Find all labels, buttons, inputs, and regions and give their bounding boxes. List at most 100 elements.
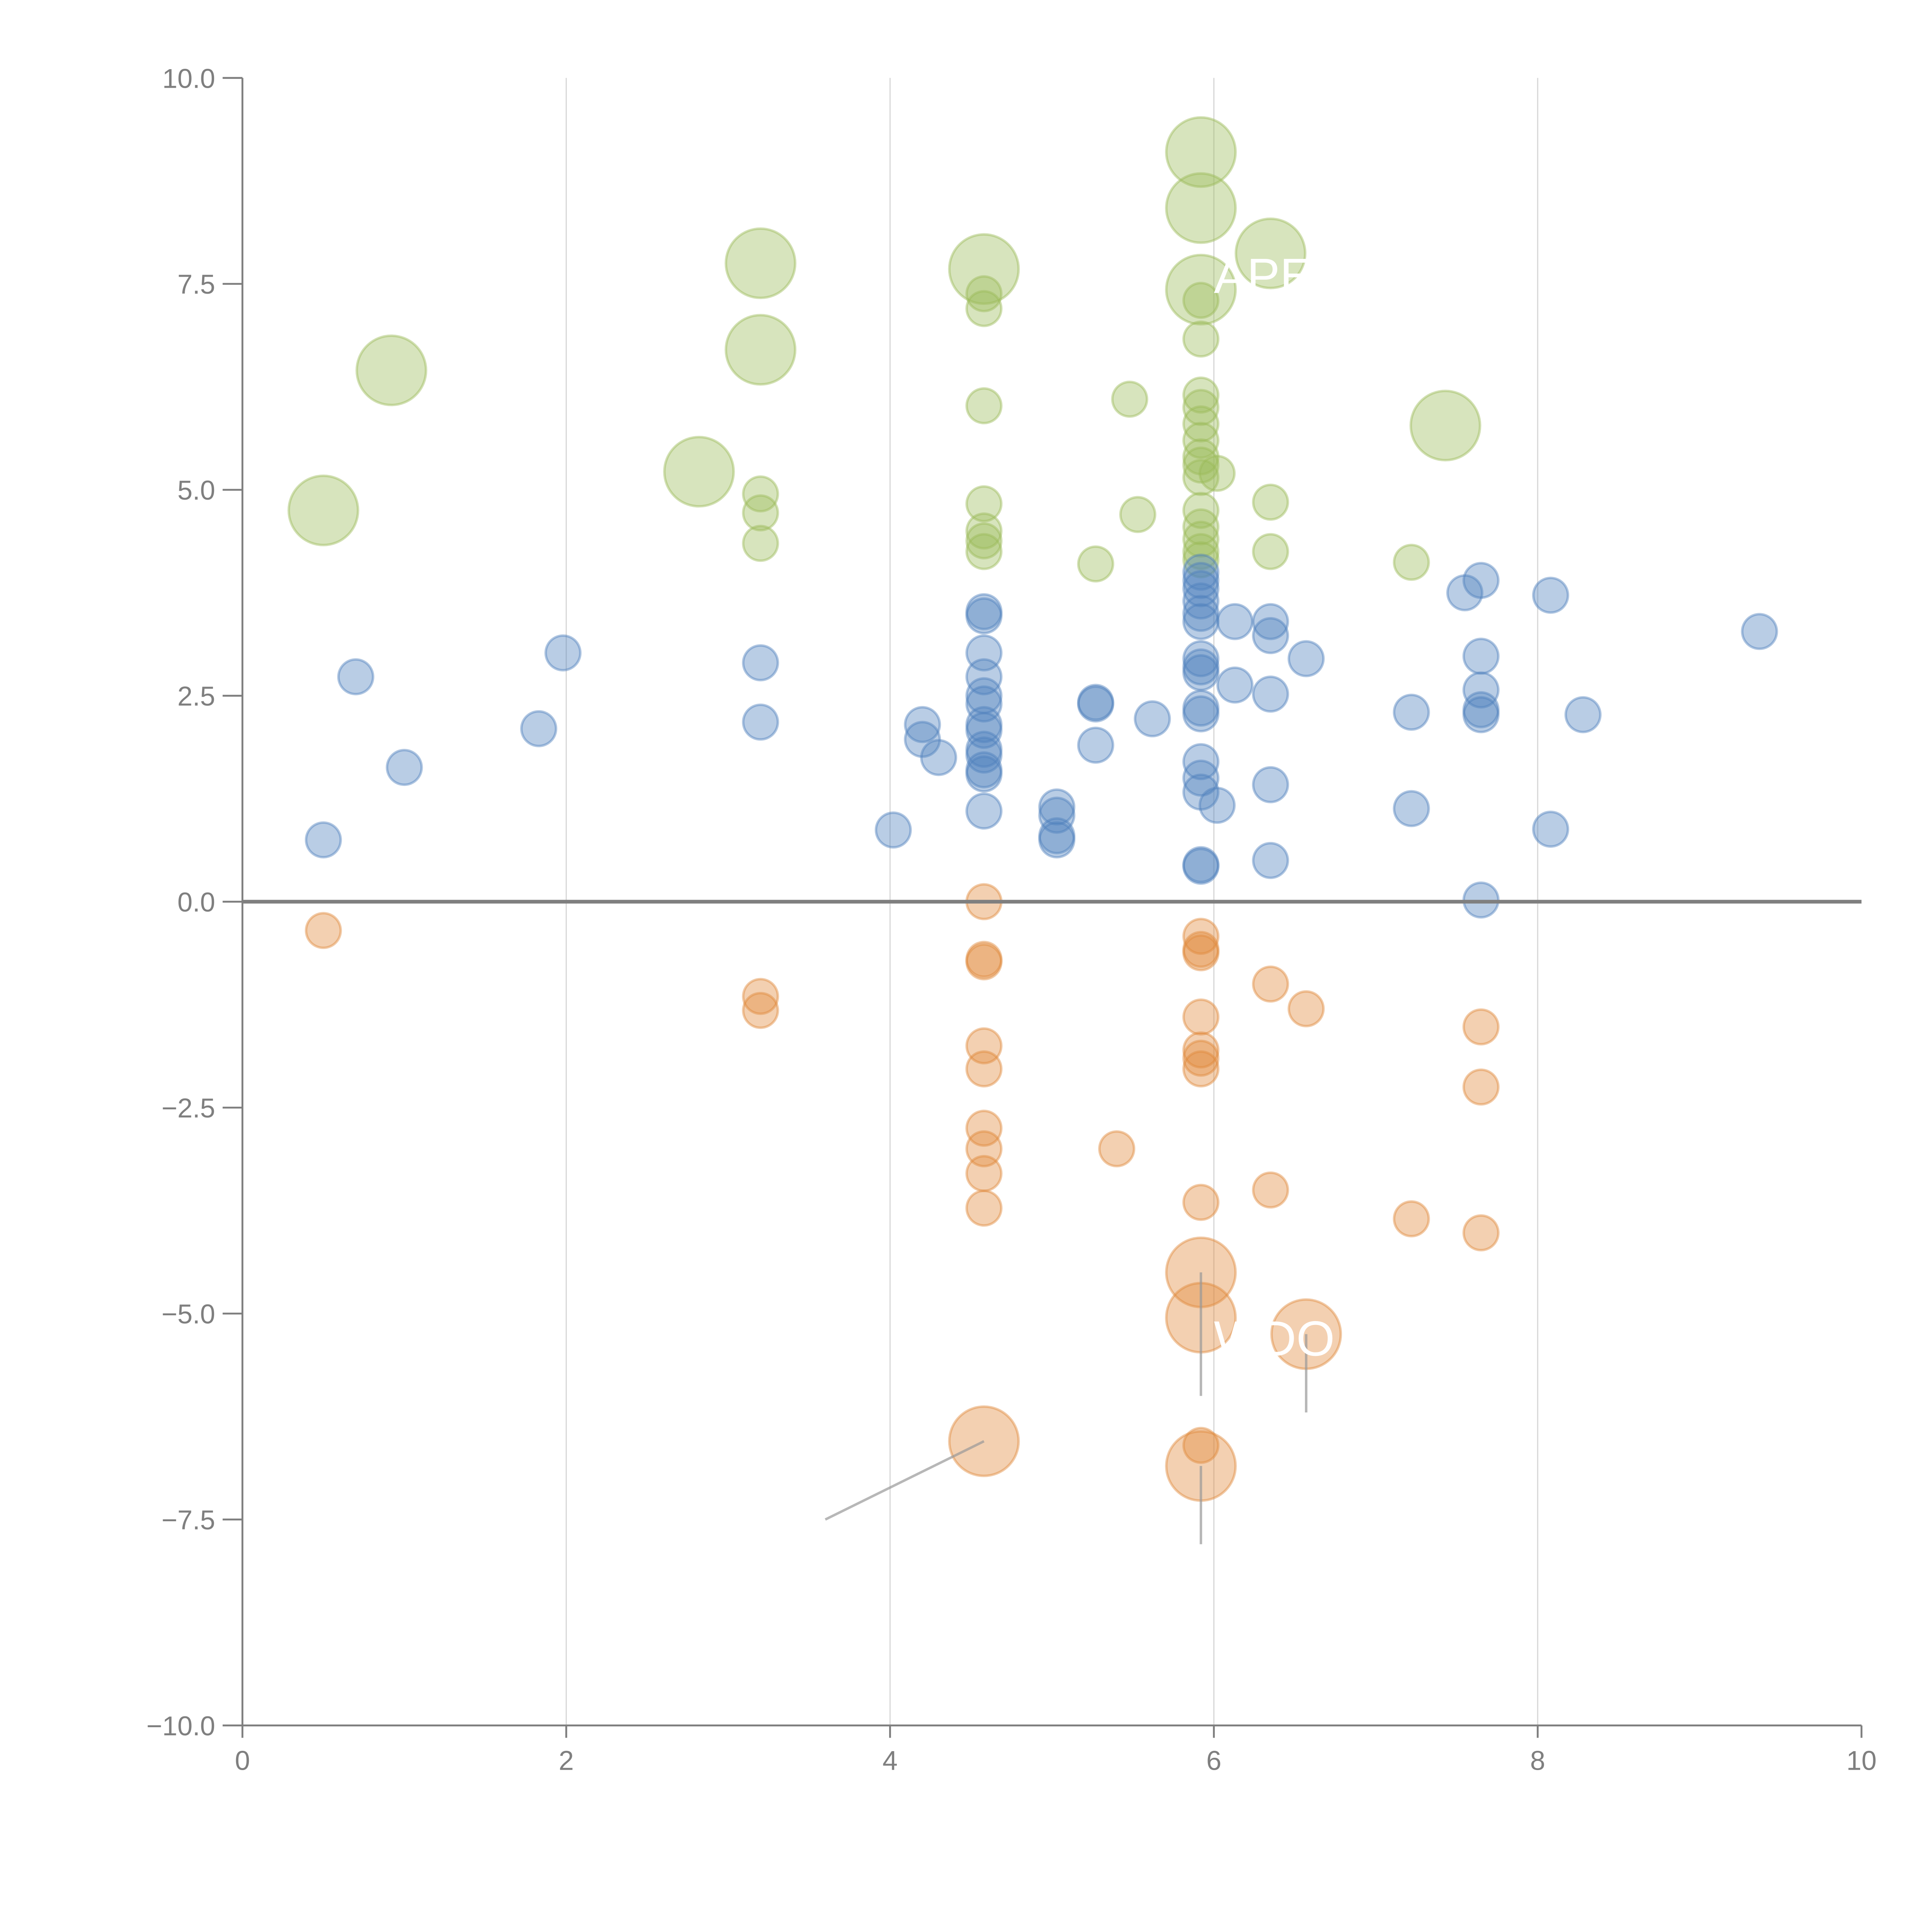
- data-point-green: [965, 522, 1003, 560]
- data-point-blue: [1038, 788, 1076, 826]
- y-tick-label: 2.5: [177, 681, 215, 711]
- data-point-orange: [1252, 965, 1289, 1003]
- data-point-blue: [1252, 675, 1289, 713]
- data-point-blue: [1462, 562, 1500, 599]
- y-tick-label: 7.5: [177, 269, 215, 299]
- data-point-blue: [965, 677, 1003, 714]
- data-point-blue: [965, 751, 1003, 789]
- data-point-orange: [742, 992, 779, 1029]
- data-point-green: [965, 533, 1003, 570]
- data-point-blue: [1216, 666, 1253, 704]
- data-point-green: [1165, 172, 1237, 244]
- data-point-blue: [1182, 847, 1219, 885]
- data-point-green: [1182, 320, 1219, 358]
- data-point-orange: [1182, 934, 1219, 971]
- y-ticks: 10.0 7.5 5.0 2.5 0.0 −2.5 −5.0 −7.5 −10.0: [146, 63, 243, 1741]
- data-point-green: [742, 494, 779, 532]
- data-point-orange: [965, 1155, 1003, 1192]
- data-point-green: [1111, 381, 1148, 418]
- data-point-blue: [1252, 842, 1289, 879]
- y-tick-label: −10.0: [146, 1711, 215, 1741]
- data-point-blue: [1287, 640, 1325, 677]
- data-point-green: [1182, 376, 1219, 414]
- data-point-green: [1182, 492, 1219, 529]
- data-point-orange: [1462, 1068, 1500, 1106]
- data-point-blue: [1741, 613, 1778, 650]
- axes: [242, 78, 1862, 1726]
- data-point-orange: [965, 1027, 1003, 1065]
- data-points: [287, 116, 1778, 1502]
- data-point-blue: [1182, 603, 1219, 640]
- data-point-blue: [1182, 654, 1219, 691]
- data-point-green: [1198, 454, 1236, 492]
- data-point-blue: [965, 658, 1003, 696]
- data-point-blue: [1252, 617, 1289, 654]
- data-point-green: [1182, 405, 1219, 443]
- data-point-blue: [965, 634, 1003, 672]
- data-point-blue: [1182, 553, 1219, 591]
- data-point-blue: [965, 712, 1003, 749]
- data-point-blue: [1182, 562, 1219, 599]
- x-tick-label: 8: [1530, 1745, 1545, 1776]
- data-point-blue: [965, 731, 1003, 768]
- data-point-orange: [1182, 1184, 1219, 1221]
- data-point-blue: [965, 736, 1003, 774]
- data-point-orange: [1098, 1130, 1136, 1168]
- data-point-green: [1409, 389, 1481, 462]
- point-label: WDO: [1214, 1311, 1335, 1366]
- x-tick-label: 0: [235, 1745, 250, 1776]
- data-point-green: [287, 474, 359, 546]
- data-point-blue: [904, 706, 941, 743]
- data-point-orange: [1462, 1214, 1500, 1252]
- data-point-blue: [742, 703, 779, 741]
- data-point-green: [742, 475, 779, 513]
- data-point-orange: [965, 1109, 1003, 1147]
- data-point-blue: [1462, 691, 1500, 728]
- data-point-green: [1235, 217, 1306, 289]
- data-point-orange: [965, 1050, 1003, 1088]
- data-point-green: [965, 290, 1003, 327]
- x-tick-label: 4: [883, 1745, 898, 1776]
- point-labels: APE WDO: [1214, 248, 1335, 1366]
- data-point-green: [742, 525, 779, 562]
- y-tick-label: 10.0: [162, 63, 215, 94]
- data-point-green: [1182, 446, 1219, 484]
- data-point-blue: [920, 739, 957, 776]
- y-tick-label: 5.0: [177, 475, 215, 505]
- data-point-blue: [965, 793, 1003, 830]
- data-point-blue: [544, 634, 582, 672]
- x-ticks: 0 2 4 6 8 10: [235, 1725, 1877, 1776]
- data-point-green: [965, 485, 1003, 522]
- y-tick-label: −5.0: [162, 1299, 215, 1329]
- data-point-orange: [965, 1189, 1003, 1227]
- data-point-orange: [1393, 1200, 1430, 1238]
- data-point-blue: [1077, 684, 1114, 721]
- data-point-green: [1182, 533, 1219, 570]
- data-point-green: [965, 387, 1003, 425]
- data-point-green: [355, 334, 427, 406]
- data-point-green: [1077, 545, 1114, 583]
- data-point-orange: [1182, 1050, 1219, 1088]
- data-point-blue: [874, 811, 912, 849]
- y-tick-label: −2.5: [162, 1093, 215, 1123]
- data-point-green: [1165, 253, 1237, 326]
- data-point-orange: [304, 912, 342, 949]
- data-point-blue: [1532, 577, 1570, 614]
- data-point-orange: [1252, 1171, 1289, 1209]
- data-point-orange: [1182, 931, 1219, 968]
- data-point-orange: [1182, 1427, 1219, 1464]
- data-point-blue: [965, 597, 1003, 634]
- x-tick-label: 2: [559, 1745, 574, 1776]
- x-tick-label: 6: [1206, 1745, 1221, 1776]
- point-label: APE: [1214, 248, 1313, 304]
- data-point-blue: [1446, 574, 1483, 612]
- data-point-blue: [1182, 773, 1219, 811]
- data-point-orange: [1287, 990, 1325, 1027]
- data-point-blue: [1182, 846, 1219, 883]
- data-point-blue: [386, 749, 423, 786]
- data-point-green: [1182, 541, 1219, 578]
- data-point-blue: [1198, 787, 1236, 824]
- data-point-blue: [965, 706, 1003, 743]
- data-point-green: [663, 435, 735, 508]
